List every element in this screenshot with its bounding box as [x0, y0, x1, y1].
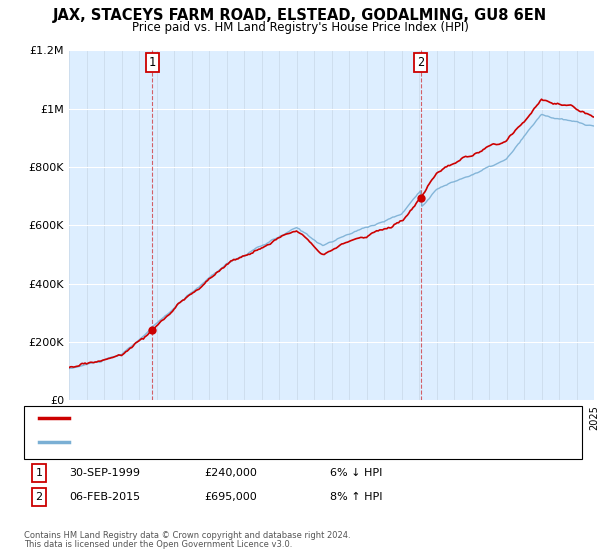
Text: 2: 2 [35, 492, 43, 502]
Text: £695,000: £695,000 [204, 492, 257, 502]
Text: 2: 2 [417, 55, 424, 69]
Text: 06-FEB-2015: 06-FEB-2015 [69, 492, 140, 502]
Text: This data is licensed under the Open Government Licence v3.0.: This data is licensed under the Open Gov… [24, 540, 292, 549]
Text: 6% ↓ HPI: 6% ↓ HPI [330, 468, 382, 478]
Text: 1: 1 [35, 468, 43, 478]
Text: JAX, STACEYS FARM ROAD, ELSTEAD, GODALMING, GU8 6EN (detached house): JAX, STACEYS FARM ROAD, ELSTEAD, GODALMI… [72, 413, 479, 423]
Text: £240,000: £240,000 [204, 468, 257, 478]
Text: Price paid vs. HM Land Registry's House Price Index (HPI): Price paid vs. HM Land Registry's House … [131, 21, 469, 34]
Text: HPI: Average price, detached house, Waverley: HPI: Average price, detached house, Wave… [72, 437, 313, 447]
Text: Contains HM Land Registry data © Crown copyright and database right 2024.: Contains HM Land Registry data © Crown c… [24, 531, 350, 540]
Text: 1: 1 [149, 55, 155, 69]
Text: 30-SEP-1999: 30-SEP-1999 [69, 468, 140, 478]
Text: 8% ↑ HPI: 8% ↑ HPI [330, 492, 383, 502]
Text: JAX, STACEYS FARM ROAD, ELSTEAD, GODALMING, GU8 6EN: JAX, STACEYS FARM ROAD, ELSTEAD, GODALMI… [53, 8, 547, 24]
